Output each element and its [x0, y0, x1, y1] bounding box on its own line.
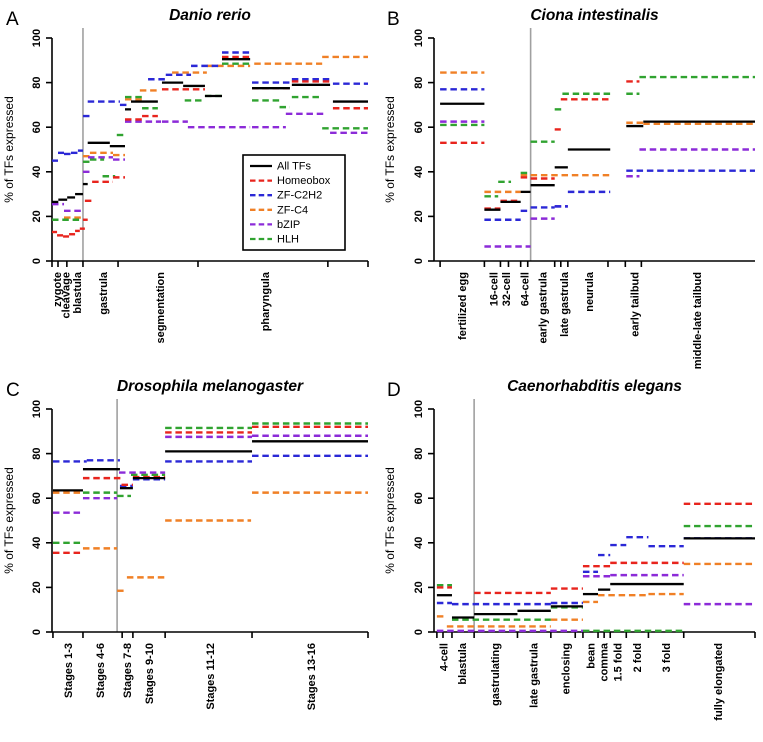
panel-a-letter: A: [6, 9, 19, 30]
panel-d-stage-label: gastrulating: [490, 643, 502, 706]
panel-b-y-tick-label: 0: [413, 258, 425, 264]
panel-b-stage-label: 64-cell: [520, 272, 532, 306]
legend-label-all-tfs: All TFs: [277, 161, 312, 173]
panel-c-title: Drosophila melanogaster: [117, 378, 304, 395]
panel-d-stage-label: 3 fold: [661, 643, 673, 672]
panel-a-stage-label: segmentation: [155, 272, 167, 344]
panel-d-stage-label: 4-cell: [439, 643, 451, 671]
legend-label-zf-c2h2: ZF-C2H2: [277, 190, 322, 202]
panel-c: C Drosophila melanogaster % of TFs express…: [2, 378, 369, 710]
panel-c-stage-label: Stages 4-6: [95, 643, 107, 698]
panel-c-y-tick-label: 20: [31, 581, 43, 593]
panel-b-y-tick-label: 80: [413, 76, 425, 88]
panel-a-stage-label: blastula: [72, 271, 84, 313]
panel-c-stage-label: Stages 9-10: [144, 643, 156, 704]
panel-d-stage-label: comma: [598, 642, 610, 681]
panel-d-y-tick-label: 100: [413, 400, 425, 418]
legend-label-hlh: HLH: [277, 234, 299, 246]
panel-a-title: Danio rerio: [169, 7, 251, 24]
panel-b-letter: B: [387, 9, 400, 30]
panel-a-y-tick-label: 100: [31, 29, 43, 47]
legend-label-zf-c4: ZF-C4: [277, 204, 308, 216]
panel-c-y-axis-label: % of TFs expressed: [2, 467, 16, 574]
panel-b-y-axis-label: % of TFs expressed: [383, 96, 397, 203]
panel-a-y-tick-label: 0: [31, 258, 43, 264]
panel-b-stage-label: fertilized egg: [457, 272, 469, 340]
panel-b-y-tick-label: 40: [413, 166, 425, 178]
panel-d-letter: D: [387, 380, 401, 401]
panel-b-stage-label: neurula: [584, 271, 596, 312]
panel-c-stage-label: Stages 13-16: [306, 643, 318, 710]
panel-a-y-tick-label: 80: [31, 76, 43, 88]
panel-a-y-tick-label: 20: [31, 210, 43, 222]
panel-b-y-tick-label: 100: [413, 29, 425, 47]
panel-b: B Ciona intestinalis % of TFs expressed 0 20…: [383, 7, 755, 369]
legend-label-bzip: bZIP: [277, 219, 300, 231]
panel-d-stage-label: 1.5 fold: [613, 643, 625, 682]
panel-c-stage-label: Stages 1-3: [63, 643, 75, 698]
panel-c-stage-label: Stages 11-12: [205, 643, 217, 710]
panel-a-y-axis-label: % of TFs expressed: [2, 96, 16, 203]
panel-d-title: Caenorhabditis elegans: [507, 378, 682, 395]
panel-a-stage-label: cleavage: [60, 272, 72, 318]
panel-d-y-axis-label: % of TFs expressed: [383, 467, 397, 574]
panel-d-y-tick-label: 40: [413, 537, 425, 549]
panel-b-title: Ciona intestinalis: [530, 7, 659, 24]
panel-d-y-tick-label: 0: [413, 629, 425, 635]
panel-a-stage-label: pharyngula: [260, 271, 272, 331]
panel-b-stage-label: 16-cell: [488, 272, 500, 306]
panel-c-y-tick-label: 40: [31, 537, 43, 549]
panel-b-stage-label: early gastrula: [537, 271, 549, 343]
panel-a-stage-label: zygote: [52, 272, 64, 307]
panel-d-y-tick-label: 60: [413, 492, 425, 504]
panel-c-letter: C: [6, 380, 20, 401]
panel-a-stage-label: gastrula: [98, 271, 110, 315]
panel-c-stage-label: Stages 7-8: [122, 643, 134, 698]
panel-b-stage-label: late gastrula: [559, 271, 571, 337]
panel-d-stage-label: 2 fold: [632, 643, 644, 672]
panel-d-stage-label: blastula: [457, 642, 469, 684]
panel-b-y-tick-label: 60: [413, 121, 425, 133]
panel-b-stage-label: 32-cell: [501, 272, 513, 306]
panel-c-y-tick-label: 60: [31, 492, 43, 504]
panel-d-y-tick-label: 20: [413, 581, 425, 593]
panel-c-y-tick-label: 100: [31, 400, 43, 418]
panel-b-stage-label: middle-late tailbud: [692, 272, 704, 369]
legend-box: [242, 154, 346, 251]
legend-label-homeobox: Homeobox: [277, 175, 331, 187]
panel-a-y-tick-label: 40: [31, 166, 43, 178]
panel-c-y-tick-label: 80: [31, 447, 43, 459]
panel-b-y-tick-label: 20: [413, 210, 425, 222]
panel-a: A Danio rerio % of TFs expressed 0 20 40 60 80 1…: [2, 7, 369, 344]
panel-d-y-tick-label: 80: [413, 447, 425, 459]
panel-c-y-tick-label: 0: [31, 629, 43, 635]
panel-d-stage-label: late gastrula: [529, 642, 541, 708]
panel-d: D Caenorhabditis elegans % of TFs expresse…: [383, 378, 756, 721]
panel-d-stage-label: fully elongated: [713, 643, 725, 721]
panel-a-y-tick-label: 60: [31, 121, 43, 133]
panel-d-stage-label: enclosing: [561, 643, 573, 694]
panel-d-stage-label: bean: [585, 643, 597, 669]
panel-b-stage-label: early tailbud: [630, 272, 642, 337]
